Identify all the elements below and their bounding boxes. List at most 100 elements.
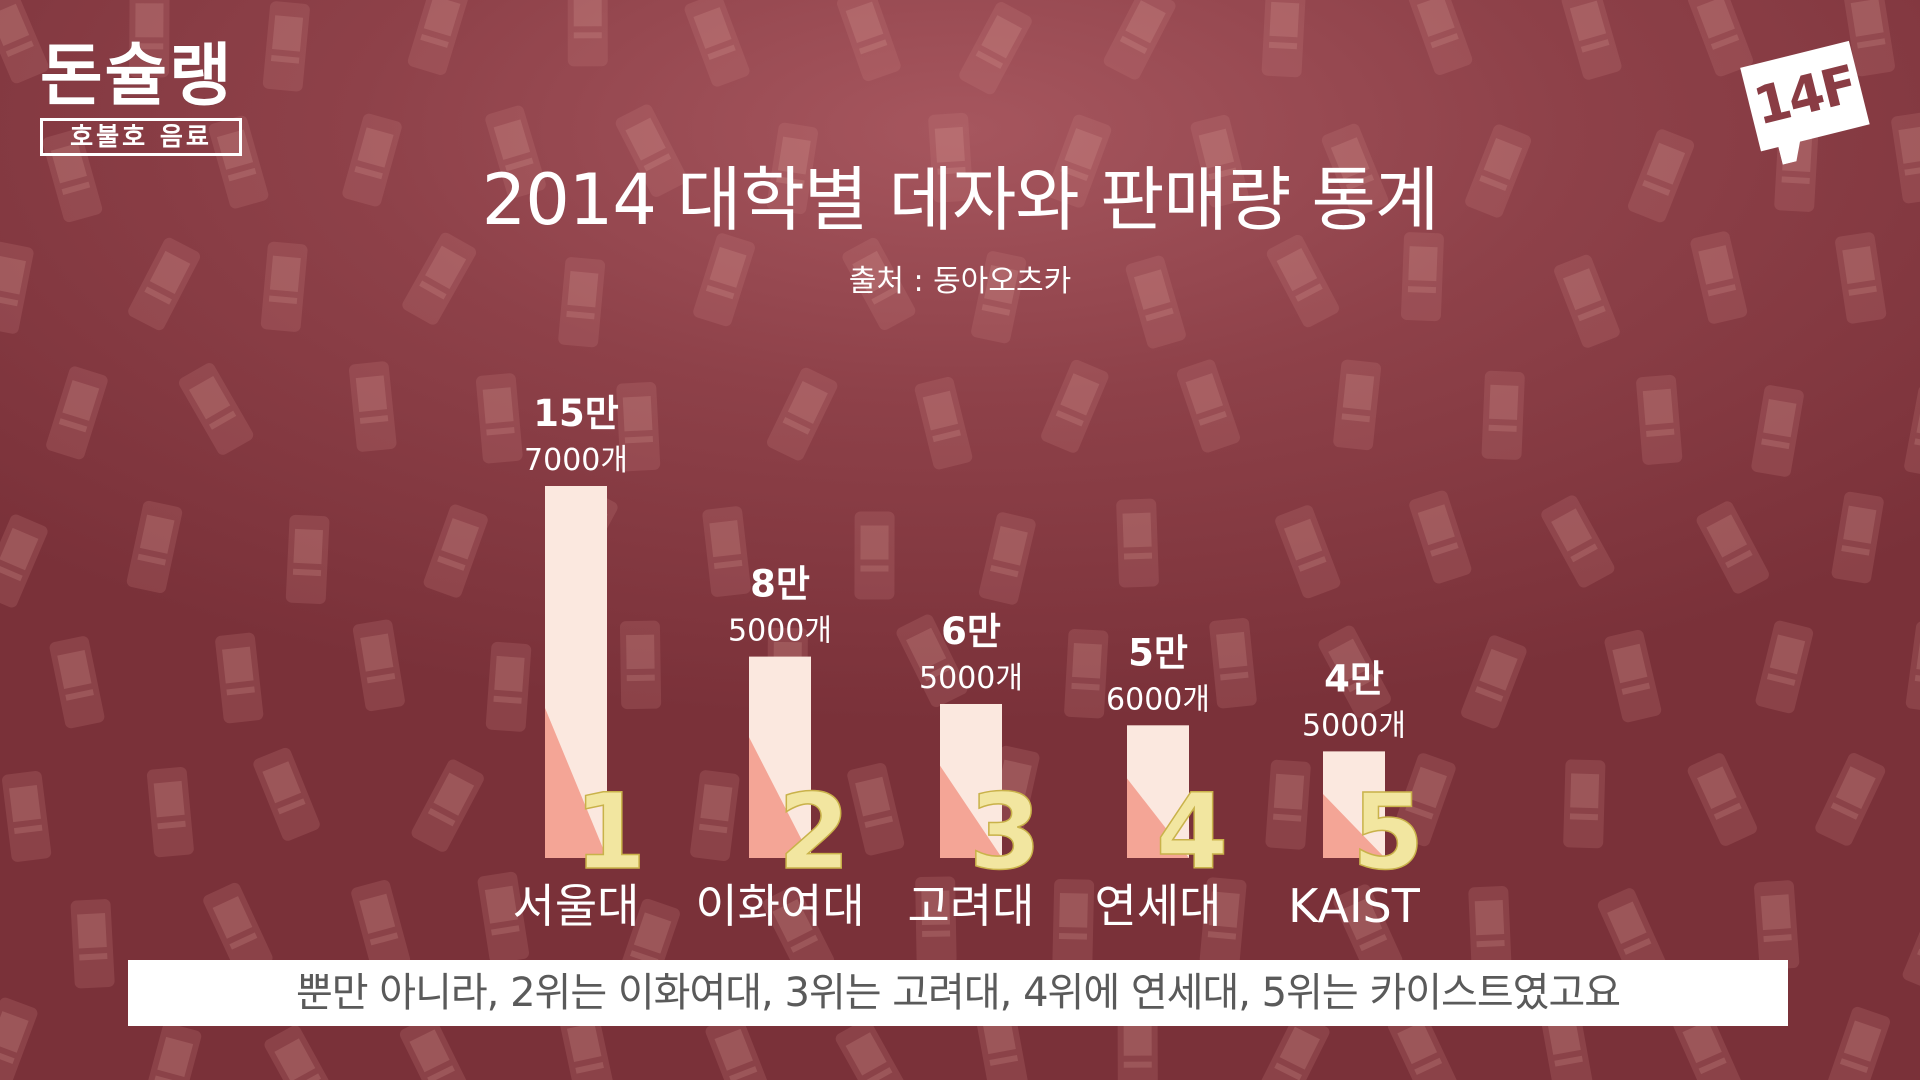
background-can-icon <box>399 1016 471 1080</box>
background-can-icon <box>0 514 48 608</box>
background-can-icon <box>1468 886 1512 976</box>
background-can-icon <box>1687 0 1753 77</box>
chart-subtitle: 출처 : 동아오츠카 <box>848 264 1072 299</box>
background-can-icon <box>146 766 194 858</box>
background-can-icon <box>1481 370 1525 460</box>
background-can-icon <box>835 1019 910 1080</box>
background-can-icon <box>1905 621 1920 713</box>
bar-shade <box>749 737 811 858</box>
background-can-icon <box>1541 495 1615 588</box>
background-can-icon <box>1275 505 1341 599</box>
background-can-icon <box>1391 753 1456 847</box>
logo-title: 돈슐랭 <box>40 37 234 116</box>
background-can-icon <box>1843 0 1895 77</box>
background-can-icon <box>262 1 310 92</box>
background-can-icon <box>1318 625 1391 718</box>
background-can-icon <box>1333 359 1382 451</box>
background-can-icon <box>896 614 968 708</box>
data-label-sub: 7000개 <box>524 443 628 478</box>
background-can-icon <box>847 763 905 856</box>
background-can-icon <box>1628 129 1695 223</box>
background-can-icon <box>1321 123 1389 217</box>
background-can-icon <box>690 770 740 862</box>
data-label-sub: 5000개 <box>919 661 1023 696</box>
background-can-icon <box>407 0 469 75</box>
background-can-icon <box>705 1015 772 1080</box>
background-can-icon <box>1116 498 1159 588</box>
background-can-icon <box>1554 254 1620 348</box>
background-can-icon <box>1597 888 1667 981</box>
background-can-icon <box>978 512 1036 605</box>
background-can-icon <box>203 882 273 976</box>
data-label-main: 4만 <box>1324 657 1384 700</box>
background-can-icon <box>836 0 901 82</box>
background-can-icon <box>2 771 52 862</box>
background-can-icon <box>762 885 835 979</box>
background-can-icon <box>1696 501 1769 594</box>
bar-shade <box>545 708 607 858</box>
background-can-icon <box>615 104 688 197</box>
background-can-icon <box>1561 0 1622 80</box>
background-can-icon <box>1117 1007 1158 1080</box>
rank-number: 4 <box>1156 771 1228 893</box>
background-can-icon <box>1902 898 1920 992</box>
background-can-icon <box>1046 114 1112 208</box>
background-can-icon <box>411 759 484 852</box>
background-can-icon <box>1387 1008 1458 1080</box>
background-can-icon <box>1753 880 1800 971</box>
background-can-icon <box>1199 877 1247 968</box>
background-can-icon <box>1052 878 1095 968</box>
background-can-icon <box>1835 232 1887 324</box>
background-can-icon <box>70 899 115 989</box>
background-can-icon <box>126 500 183 594</box>
background-can-icon <box>423 504 488 598</box>
background-can-icon <box>842 237 916 331</box>
background-can-icon <box>1690 231 1748 324</box>
background-can-icon <box>684 0 750 87</box>
background-can-icon <box>914 376 973 470</box>
background-can-icon <box>264 1025 338 1080</box>
background-can-icon <box>128 237 201 331</box>
background-can-icon <box>485 105 546 199</box>
background-can-icon <box>1190 114 1249 208</box>
rank-number: 5 <box>1352 771 1424 893</box>
category-label: 서울대 <box>513 879 640 933</box>
background-can-icon <box>766 122 819 215</box>
data-label-sub: 5000개 <box>728 614 832 649</box>
category-label: 연세대 <box>1095 879 1222 933</box>
background-can-icon <box>1064 628 1109 719</box>
bar-shade <box>1127 778 1189 858</box>
data-label-sub: 6000개 <box>1106 682 1210 717</box>
background-can-icon <box>485 641 532 732</box>
background-can-icon <box>142 1023 202 1080</box>
data-label-main: 5만 <box>1128 631 1188 674</box>
background-can-icon <box>1636 374 1683 465</box>
background-can-icon <box>475 373 523 464</box>
category-label: 고려대 <box>908 879 1035 933</box>
background-can-icon <box>959 2 1032 95</box>
background-can-icon <box>1266 234 1340 328</box>
bar-shade <box>940 765 1002 858</box>
data-label-main: 6만 <box>941 610 1001 653</box>
background-can-icon <box>1891 112 1920 204</box>
category-label: 이화여대 <box>695 879 864 933</box>
background-can-icon <box>559 1009 615 1080</box>
background-can-icon <box>1673 1007 1742 1080</box>
background-can-icon <box>1563 759 1606 849</box>
background-can-icon <box>178 363 254 455</box>
background-can-icon <box>767 367 838 461</box>
background-can-icon <box>260 241 308 332</box>
background-can-icon <box>1333 884 1403 978</box>
background-can-icon <box>1400 232 1444 322</box>
background-can-icon <box>0 0 49 84</box>
background-can-icon <box>253 747 320 841</box>
background-can-icon <box>971 251 1027 344</box>
background-can-icon <box>1826 1006 1890 1080</box>
background-can-icon <box>46 366 108 460</box>
rank-number: 2 <box>778 771 850 893</box>
chart-title: 2014 대학별 데자와 판매량 통계 <box>481 159 1440 241</box>
bar-group: 5 4만 5000개 KAIST <box>1288 657 1425 933</box>
